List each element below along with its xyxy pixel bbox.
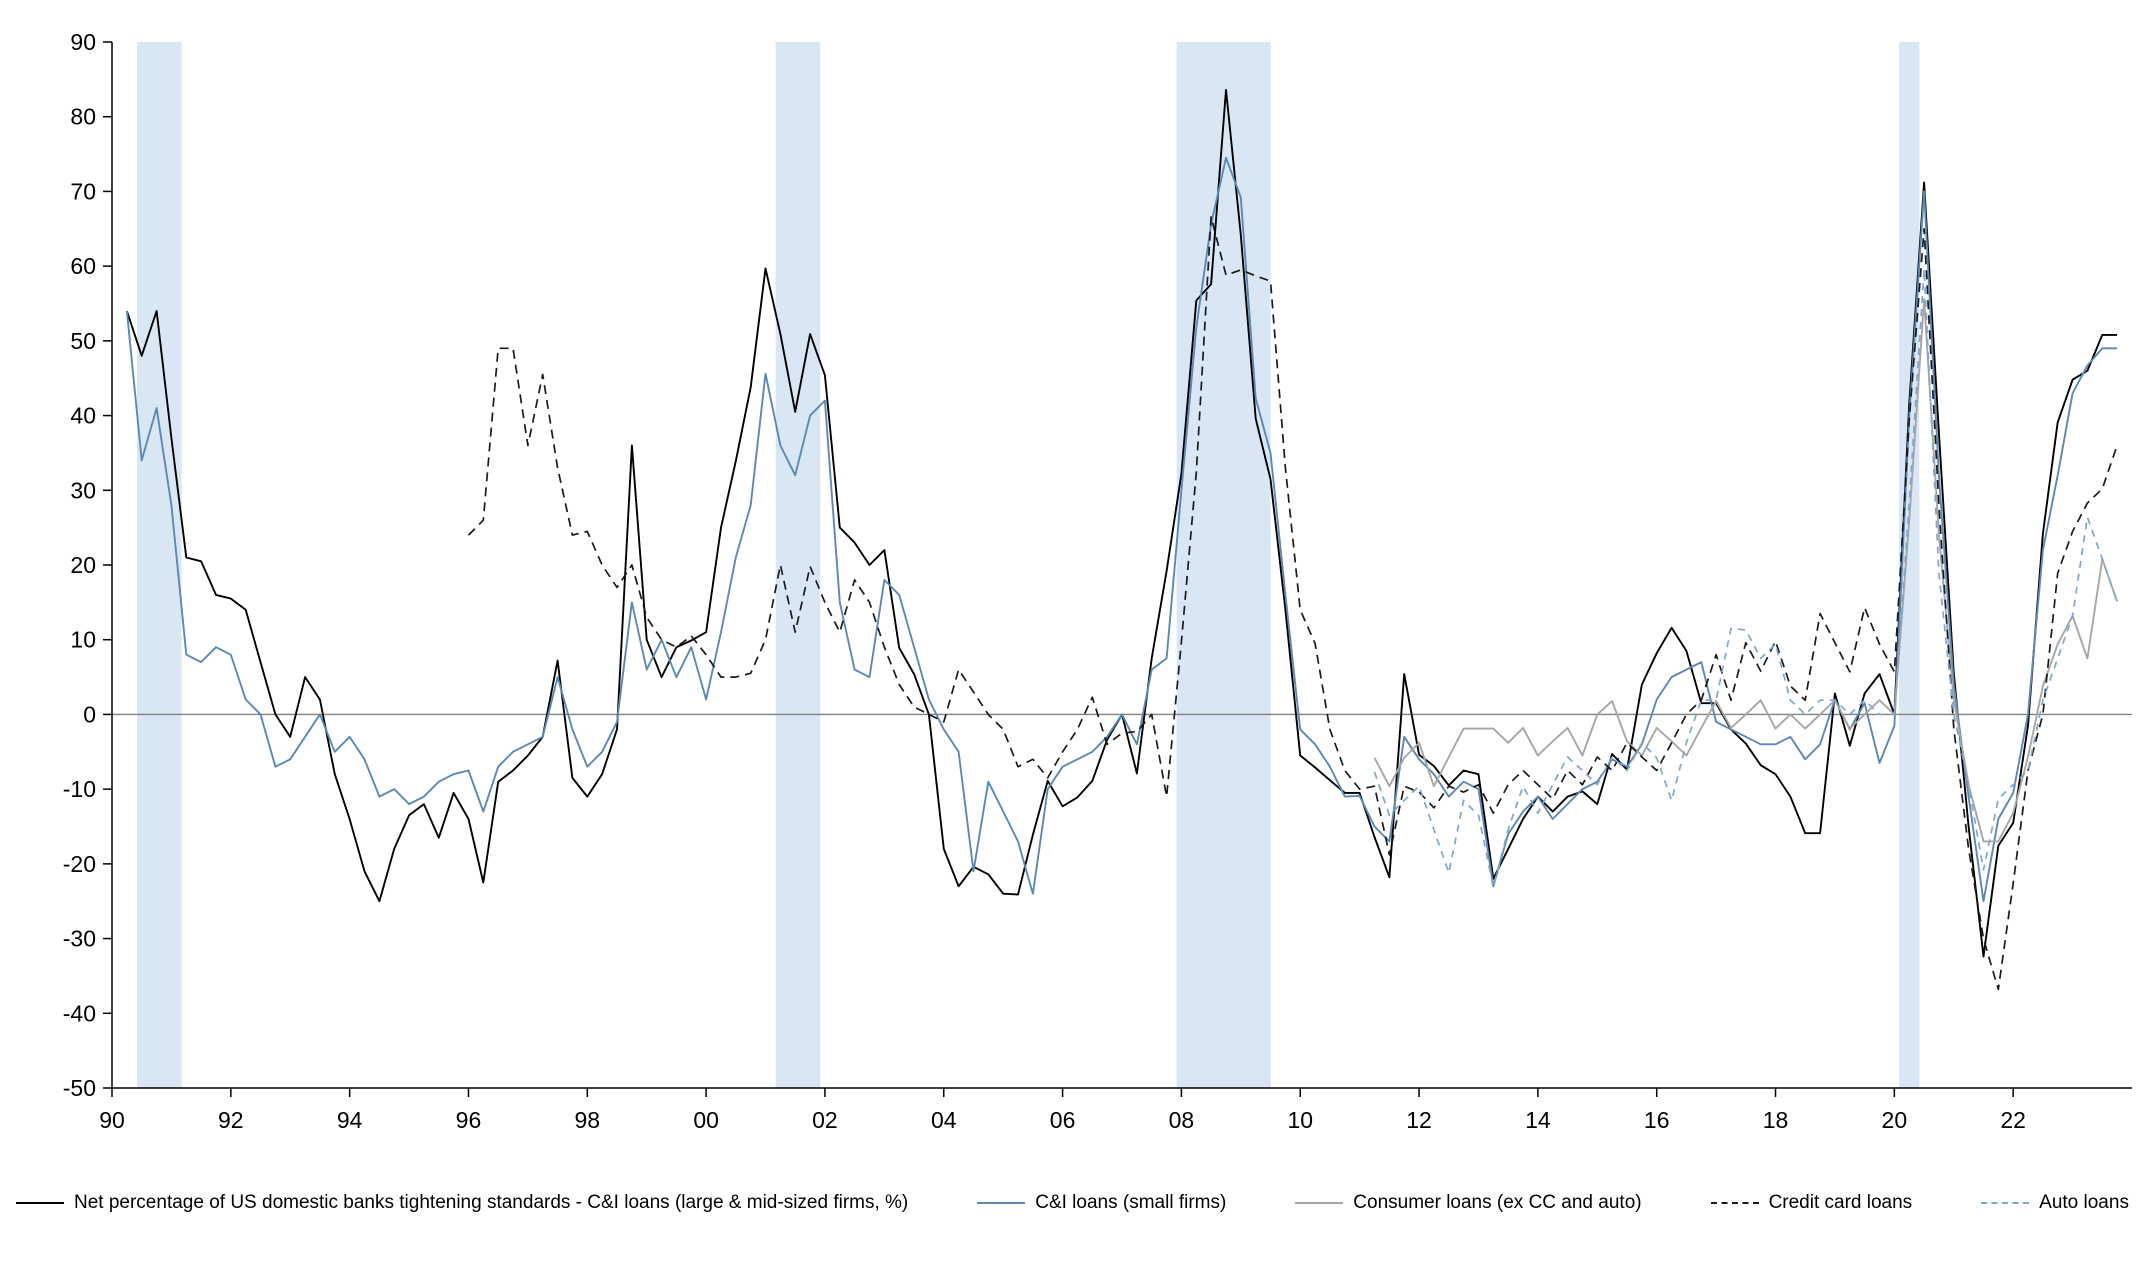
y-tick-label: -50 — [63, 1075, 96, 1101]
x-tick-label: 94 — [337, 1107, 363, 1133]
legend-line-sample-credit-card — [1710, 1202, 1759, 1204]
y-tick-label: 80 — [70, 104, 96, 130]
x-tick-label: 20 — [1882, 1107, 1908, 1133]
x-tick-label: 02 — [812, 1107, 838, 1133]
x-tick-label: 04 — [931, 1107, 957, 1133]
x-tick-label: 14 — [1525, 1107, 1551, 1133]
y-tick-label: -20 — [63, 851, 96, 877]
legend-line-sample-ci-small — [977, 1202, 1026, 1204]
y-tick-label: 10 — [70, 627, 96, 653]
x-tick-label: 22 — [2000, 1107, 2026, 1133]
y-tick-label: 60 — [70, 253, 96, 279]
x-tick-label: 10 — [1287, 1107, 1313, 1133]
x-tick-label: 06 — [1050, 1107, 1076, 1133]
legend-label-ci-small: C&I loans (small firms) — [1035, 1192, 1227, 1213]
y-tick-label: 0 — [83, 701, 96, 727]
series-line-ci-large — [125, 88, 2118, 958]
legend-label-auto: Auto loans — [2039, 1192, 2129, 1213]
y-tick-label: 40 — [70, 403, 96, 429]
recession-band — [775, 42, 821, 1088]
x-tick-label: 00 — [693, 1107, 719, 1133]
legend-line-sample-auto — [1981, 1202, 2030, 1204]
y-tick-label: -10 — [63, 776, 96, 802]
legend-item-ci-large: Net percentage of US domestic banks tigh… — [16, 1192, 908, 1214]
series-line-consumer-other — [1373, 298, 2118, 843]
series-line-ci-small — [125, 156, 2118, 903]
legend-item-credit-card: Credit card loans — [1710, 1192, 1913, 1214]
y-tick-label: -30 — [63, 926, 96, 952]
y-tick-label: -40 — [63, 1000, 96, 1026]
x-tick-label: 98 — [574, 1107, 600, 1133]
legend-line-sample-consumer-other — [1295, 1202, 1344, 1204]
x-tick-label: 08 — [1169, 1107, 1195, 1133]
x-tick-label: 96 — [456, 1107, 482, 1133]
x-tick-label: 12 — [1406, 1107, 1432, 1133]
recession-band — [1176, 42, 1271, 1088]
y-tick-label: 30 — [70, 477, 96, 503]
legend-item-consumer-other: Consumer loans (ex CC and auto) — [1295, 1192, 1642, 1214]
y-tick-label: 20 — [70, 552, 96, 578]
x-tick-label: 18 — [1763, 1107, 1789, 1133]
legend-item-ci-small: C&I loans (small firms) — [977, 1192, 1226, 1214]
series-line-auto — [1373, 268, 2118, 888]
series-line-credit-card — [467, 215, 2118, 991]
y-tick-label: 70 — [70, 178, 96, 204]
legend: Net percentage of US domestic banks tigh… — [0, 1192, 2145, 1214]
recession-band — [137, 42, 182, 1088]
x-tick-label: 16 — [1644, 1107, 1670, 1133]
x-tick-label: 92 — [218, 1107, 244, 1133]
x-tick-label: 90 — [99, 1107, 125, 1133]
legend-label-consumer-other: Consumer loans (ex CC and auto) — [1353, 1192, 1642, 1213]
recession-band — [1899, 42, 1920, 1088]
legend-line-sample-ci-large — [16, 1202, 64, 1204]
y-tick-label: 90 — [70, 29, 96, 55]
legend-item-auto: Auto loans — [1981, 1192, 2129, 1214]
legend-label-ci-large: Net percentage of US domestic banks tigh… — [74, 1192, 909, 1213]
y-tick-label: 50 — [70, 328, 96, 354]
legend-label-credit-card: Credit card loans — [1768, 1192, 1913, 1213]
